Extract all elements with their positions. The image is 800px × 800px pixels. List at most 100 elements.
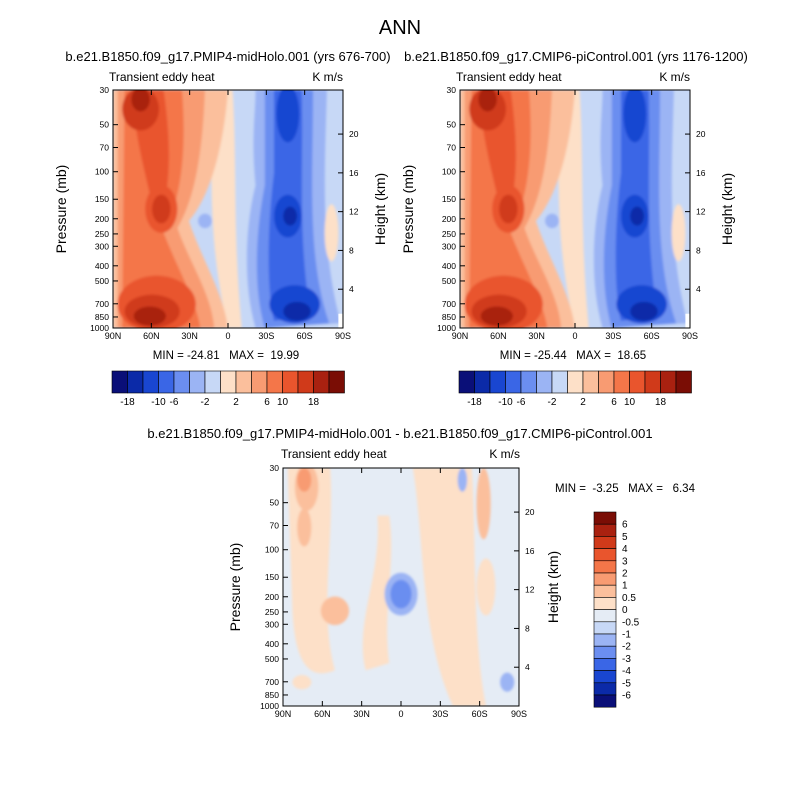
left-label: Transient eddy heat: [109, 70, 215, 84]
x-tick-label: 90N: [275, 709, 292, 719]
colorbar-label: -6: [517, 397, 526, 408]
x-tick-label: 90S: [335, 331, 351, 341]
x-tick-label: 60N: [490, 331, 507, 341]
panel-title: b.e21.B1850.f09_g17.PMIP4-midHolo.001 - …: [147, 426, 652, 441]
x-tick-label: 0: [398, 709, 403, 719]
y-tick-label: 1000: [260, 701, 279, 711]
y-tick-label: 700: [265, 677, 279, 687]
x-tick-label: 90N: [452, 331, 469, 341]
y-tick-label: 700: [95, 299, 109, 309]
colorbar-label: -5: [622, 678, 631, 689]
y-tick-label: 100: [265, 545, 279, 555]
x-tick-label: 30N: [181, 331, 198, 341]
contour-bands: [113, 90, 341, 328]
x-tick-label: 60S: [472, 709, 488, 719]
y-tick-label: 1000: [437, 323, 456, 333]
contour-band: [476, 468, 491, 540]
height-tick-label: 8: [349, 245, 354, 255]
colorbar-swatch: [613, 370, 630, 394]
y-tick-label: 200: [265, 592, 279, 602]
y-axis-label: Pressure (mb): [227, 543, 243, 632]
y-tick-label: 850: [95, 312, 109, 322]
surface-mask: [338, 313, 343, 328]
contour-band: [630, 301, 658, 321]
colorbar-swatch: [251, 370, 268, 394]
y-tick-label: 850: [265, 690, 279, 700]
colorbar-swatch: [111, 370, 128, 394]
x-tick-label: 30N: [528, 331, 545, 341]
contour-band: [152, 194, 171, 224]
colorbar-swatch: [593, 682, 617, 696]
units-label: K m/s: [489, 447, 520, 461]
colorbar-label: -6: [170, 397, 179, 408]
height-tick-label: 12: [696, 207, 706, 217]
x-tick-label: 90N: [105, 331, 122, 341]
contour-band: [480, 306, 513, 326]
axes: 90N 60N 30N 0 30S 60S 90S 30 50 70 100 150 200 250 300…: [90, 85, 359, 341]
y-tick-label: 250: [265, 607, 279, 617]
contour-field: [113, 90, 343, 328]
colorbar-label: 6: [611, 397, 617, 408]
colorbar-label: 4: [622, 544, 628, 555]
colorbar-swatch: [204, 370, 221, 394]
y-tick-label: 250: [442, 229, 456, 239]
y-tick-label: 700: [442, 299, 456, 309]
colorbar-swatch: [629, 370, 646, 394]
colorbar-label: -10: [498, 397, 513, 408]
contour-band: [276, 90, 300, 143]
y-tick-label: 500: [265, 654, 279, 664]
colorbar-swatch: [593, 572, 617, 586]
colorbar-label: -18: [120, 397, 135, 408]
height-tick-label: 12: [525, 585, 535, 595]
y-tick-label: 70: [270, 521, 280, 531]
colorbar-swatch: [220, 370, 237, 394]
y-tick-label: 150: [95, 194, 109, 204]
y-tick-label: 400: [442, 261, 456, 271]
colorbar-swatch: [593, 511, 617, 525]
contour-band: [671, 204, 686, 262]
y-tick-label: 30: [100, 85, 110, 95]
y-tick-label: 50: [447, 120, 457, 130]
y-axis-right-label: Height (km): [545, 551, 561, 623]
colorbar-swatch: [598, 370, 615, 394]
left-label: Transient eddy heat: [456, 70, 562, 84]
y-axis-right-label: Height (km): [719, 173, 735, 245]
min-max-stats: MIN = -3.25 MAX = 6.34: [555, 483, 696, 495]
x-tick-label: 0: [572, 331, 577, 341]
colorbar-label: -2: [201, 397, 210, 408]
height-tick-label: 8: [696, 245, 701, 255]
height-tick-label: 20: [696, 129, 706, 139]
contour-band: [412, 468, 486, 706]
colorbar-swatch: [173, 370, 190, 394]
height-tick-label: 8: [525, 623, 530, 633]
colorbar-swatch: [235, 370, 252, 394]
colorbar-swatch: [328, 370, 345, 394]
contour-band: [630, 206, 644, 226]
contour-band: [198, 213, 212, 229]
x-tick-label: 30S: [432, 709, 448, 719]
panel-title: b.e21.B1850.f09_g17.CMIP6-piControl.001 …: [404, 49, 748, 64]
y-tick-label: 100: [95, 167, 109, 177]
height-tick-label: 4: [349, 284, 354, 294]
y-tick-label: 400: [95, 261, 109, 271]
y-tick-label: 300: [95, 241, 109, 251]
colorbar-label: 0.5: [622, 593, 636, 604]
units-label: K m/s: [659, 70, 690, 84]
colorbar-label: 2: [580, 397, 586, 408]
colorbar-swatch: [593, 658, 617, 671]
panel-difference: b.e21.B1850.f09_g17.PMIP4-midHolo.001 - …: [147, 426, 695, 719]
contour-band: [320, 596, 350, 626]
x-tick-label: 90S: [511, 709, 527, 719]
contour-field: [283, 468, 519, 706]
colorbar-swatch: [593, 536, 617, 549]
colorbar-label: 0: [622, 605, 628, 616]
panel-title: b.e21.B1850.f09_g17.PMIP4-midHolo.001 (y…: [65, 49, 390, 64]
x-tick-label: 60N: [143, 331, 160, 341]
colorbar-swatch: [593, 548, 617, 562]
colorbar-swatch: [189, 370, 206, 394]
colorbar-label: -18: [467, 397, 482, 408]
colorbar-label: 10: [624, 397, 636, 408]
contour-band: [390, 579, 412, 609]
figure-title: ANN: [379, 17, 421, 39]
